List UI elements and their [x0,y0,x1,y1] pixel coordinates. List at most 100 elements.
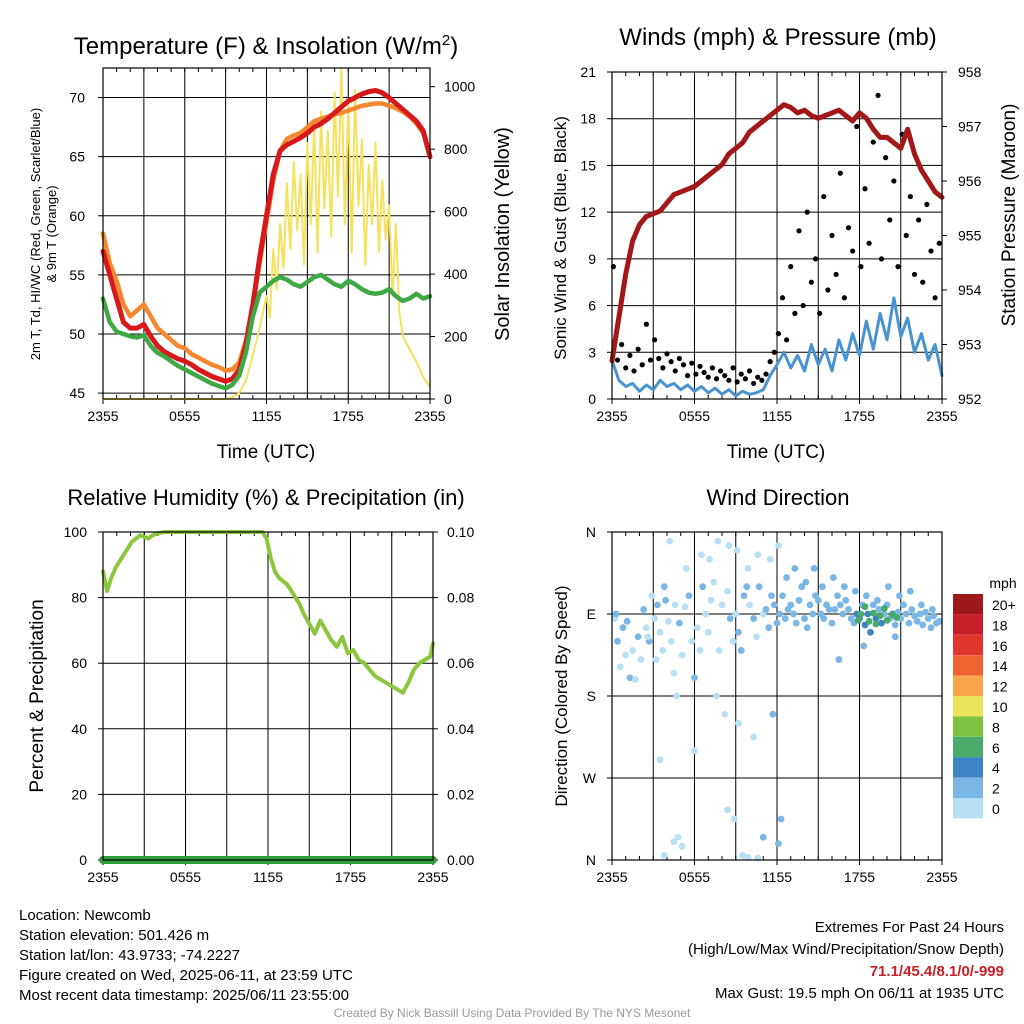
dir-point [795,596,803,604]
dir-point [667,637,675,645]
dir-point [726,615,734,622]
wind-gust-point [763,371,769,377]
dir-point [820,615,828,622]
dir-point [900,601,907,609]
wind-gust-point [685,373,691,379]
rh-ytick-label: 0 [79,852,87,868]
dir-ytick-label: N [586,852,596,868]
colorbar-swatch [953,736,983,758]
wind-ytick-label: 6 [588,298,596,314]
wind-gust-point [932,295,938,301]
temp-series-2m-t [100,88,433,384]
colorbar-label: 6 [992,740,1000,756]
dir-point [697,551,705,559]
dir-frame [611,531,943,861]
wind-gust-point [771,349,777,355]
wind-gust-point [854,123,860,130]
temp-xtick-label: 2355 [414,408,445,424]
dir-point [864,610,872,618]
dir-point [682,565,690,572]
dir-point [776,610,784,618]
dir-point [883,616,891,624]
wind-gust-point [623,365,629,371]
dir-point [880,605,888,612]
wind-ytick-label: 3 [588,344,596,360]
wind-gust-point [911,271,918,278]
temp-ylabel-line1: 2m T, Td, HI/WC (Red, Green, Scarlet/Blu… [28,108,43,360]
rh-ytick-label: 60 [71,655,87,671]
dir-point [876,612,884,620]
colorbar-swatch [953,675,983,696]
dir-point [660,852,668,859]
dir-point [779,592,786,600]
wind-gust-point [800,302,806,309]
temp-xlabel: Time (UTC) [217,442,316,463]
dir-point [681,603,689,611]
dir-point [930,612,938,620]
dir-point [777,815,785,823]
wind-gust-point [920,279,926,285]
dir-xtick-label: 2355 [926,869,957,885]
dir-point [759,833,767,841]
wind-gust-point [738,371,744,377]
wind-gust-point [817,310,823,316]
dir-point [693,624,701,632]
dir-point [662,596,670,604]
dir-point [648,592,656,600]
recent-text: Most recent data timestamp: 2025/06/11 2… [19,987,349,1004]
temp-series-solar-insolation [102,67,431,400]
wind-gust-point [726,377,732,383]
wind-gust-point [858,264,864,270]
wind-ytick-label: 12 [580,204,596,220]
temp-title: Temperature (F) & Insolation (W/m2) [74,32,458,60]
colorbar-swatch [953,655,983,676]
dir-point [622,651,630,659]
temp-ytick-label: 65 [69,149,85,165]
wind-gust-point [870,139,876,145]
dir-point [678,842,686,850]
dir-point [803,624,811,632]
wind-gust-point [784,337,790,343]
wind-ytick-label: 21 [580,64,596,80]
wind-gust-point [676,355,682,362]
rh-ytick-label: 40 [71,721,87,737]
dir-point [660,583,668,591]
dir-point [691,674,698,682]
wind-gust-point [796,228,802,234]
wind-gust-point [668,359,674,365]
dir-point [735,628,742,636]
latlon-text: Station lat/lon: 43.9733; -74.2227 [19,947,241,964]
temp-xtick-label: 1755 [333,408,364,424]
dir-point [908,606,916,613]
dir-point [671,601,679,609]
dir-point [768,592,775,600]
extremes-panel: Extremes For Past 24 Hours (High/Low/Max… [688,917,1004,1005]
wind-gust-point [821,193,827,200]
dir-point [670,838,678,846]
wind-gust-point [883,155,889,161]
dir-point [626,674,634,682]
dir-xtick-label: 0555 [679,869,710,885]
dir-point [715,647,723,654]
dir-point [730,815,738,823]
temp-y2tick-label: 0 [444,391,452,407]
dir-point [696,647,704,654]
wind-gust-point [936,240,942,246]
dir-point [842,596,850,604]
rh-y2tick-label: 0.10 [447,524,474,540]
wind-gust-point [722,373,728,379]
wind-y2tick-label: 953 [958,337,982,353]
colorbar-swatch [953,594,983,615]
dir-point [691,747,698,755]
wind-gust-point [689,360,695,366]
wind-gust-point [631,368,637,374]
dir-point [707,596,715,604]
dir-xtick-label: 1755 [844,869,875,885]
dir-point [810,565,818,572]
dir-point [688,637,696,645]
dir-point [916,610,924,618]
dir-point [839,610,847,618]
wind-gust-point [635,346,641,352]
wind-gust-point [660,365,666,371]
